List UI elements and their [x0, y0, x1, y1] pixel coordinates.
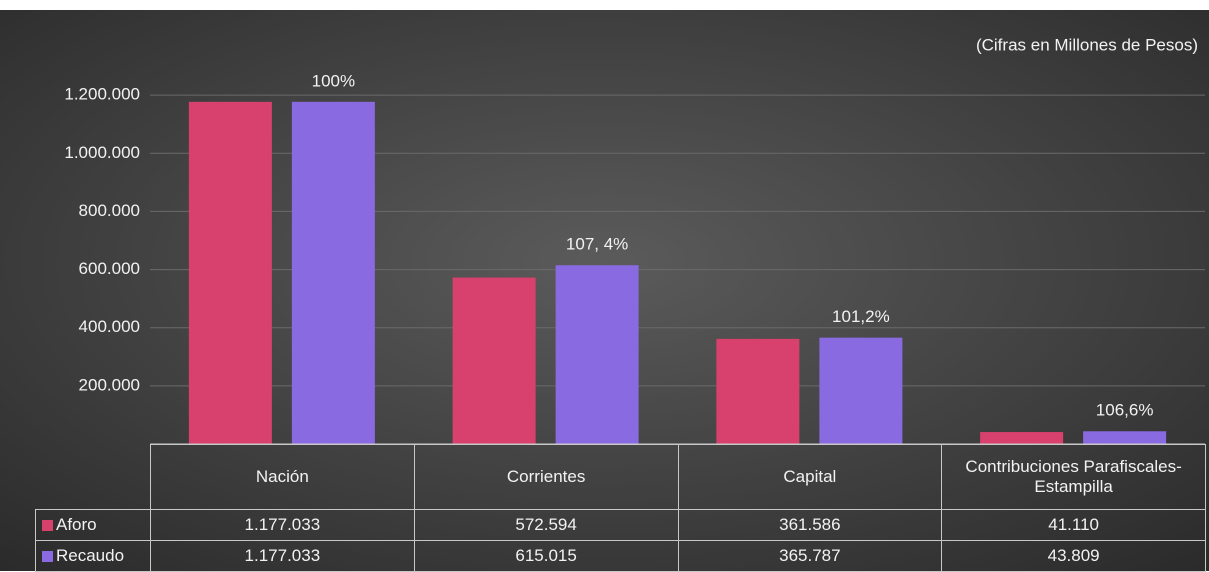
- bar: [716, 338, 800, 444]
- annotation: 100%: [312, 71, 355, 90]
- bar: [452, 277, 536, 444]
- y-tick-label: 200.000: [79, 375, 140, 394]
- bar: [555, 265, 639, 444]
- bar: [1083, 431, 1167, 444]
- y-tick-label: 1.200.000: [64, 85, 140, 104]
- bar: [291, 101, 375, 444]
- bar: [188, 101, 272, 444]
- bar: [980, 432, 1064, 444]
- y-tick-label: 600.000: [79, 259, 140, 278]
- bar: [819, 337, 903, 444]
- y-tick-label: 1.000.000: [64, 143, 140, 162]
- y-tick-label: 800.000: [79, 201, 140, 220]
- y-tick-label: 400.000: [79, 317, 140, 336]
- chart-subtitle: (Cifras en Millones de Pesos): [976, 35, 1198, 54]
- annotation: 107, 4%: [566, 235, 628, 254]
- annotation: 106,6%: [1096, 401, 1154, 420]
- annotation: 101,2%: [832, 307, 890, 326]
